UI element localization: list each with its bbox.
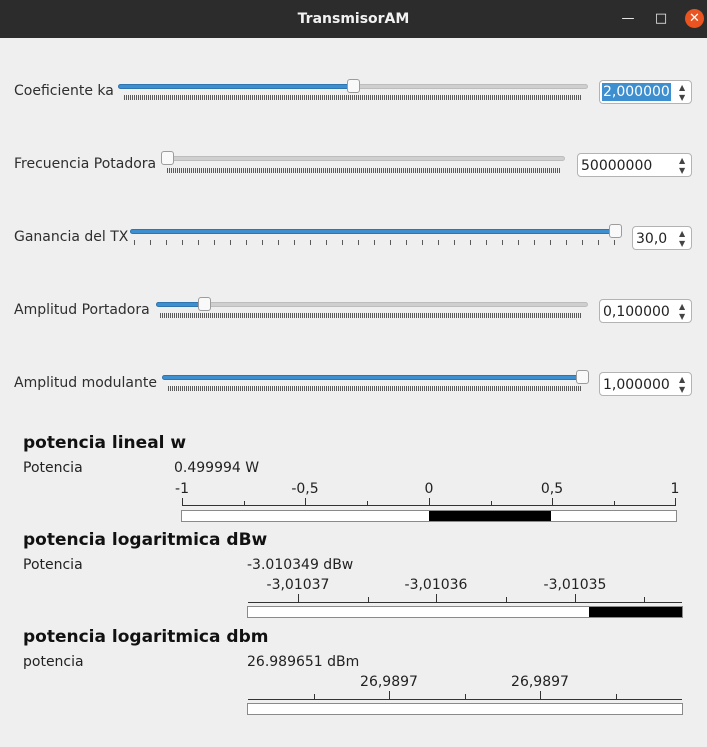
tick-label: -3,01036 xyxy=(404,577,468,593)
gauge-bar-fill xyxy=(429,511,551,521)
slider-handle[interactable] xyxy=(347,79,360,93)
frecuencia-value[interactable]: 50000000 xyxy=(581,158,653,174)
amplitud-modulante-value[interactable]: 1,000000 xyxy=(603,377,670,393)
close-icon[interactable]: ✕ xyxy=(685,9,704,28)
amplitud-modulante-slider-ticks xyxy=(168,386,581,391)
slider-handle[interactable] xyxy=(161,151,174,165)
frecuencia-spinbox[interactable]: 50000000 ▲ ▼ xyxy=(577,153,692,177)
tick-label: -1 xyxy=(175,481,189,497)
gauge-heading: potencia lineal w xyxy=(23,433,187,453)
minimize-icon[interactable]: — xyxy=(621,11,635,26)
tick-label: 0 xyxy=(424,481,434,497)
ganancia-slider[interactable] xyxy=(130,224,622,242)
ganancia-value[interactable]: 30,0 xyxy=(636,231,668,247)
tick-label: -0,5 xyxy=(291,481,319,497)
ka-slider-ticks xyxy=(124,95,581,100)
gauge-scale: 26,9897 26,9897 xyxy=(248,674,682,700)
gauge-label: Potencia xyxy=(23,460,83,476)
amplitud-portadora-label: Amplitud Portadora xyxy=(14,302,150,318)
ganancia-slider-ticks xyxy=(134,240,615,245)
ka-value[interactable]: 2,000000 xyxy=(602,83,671,101)
gauge-reading: 26.989651 dBm xyxy=(247,654,360,670)
spin-arrows-icon[interactable]: ▲ ▼ xyxy=(679,229,686,248)
title-bar: TransmisorAM — □ ✕ xyxy=(0,0,707,38)
spin-arrows-icon[interactable]: ▲ ▼ xyxy=(679,156,686,175)
tick-label: 1 xyxy=(670,481,680,497)
amplitud-portadora-slider[interactable] xyxy=(156,297,588,315)
gauge-bar xyxy=(247,606,683,618)
tick-label: 26,9897 xyxy=(511,674,569,690)
amplitud-portadora-slider-ticks xyxy=(160,313,581,318)
amplitud-modulante-spinbox[interactable]: 1,000000 ▲ ▼ xyxy=(599,372,692,396)
slider-handle[interactable] xyxy=(609,224,622,238)
ganancia-spinbox[interactable]: 30,0 ▲ ▼ xyxy=(632,226,692,250)
ka-label: Coeficiente ka xyxy=(14,83,114,99)
gauge-label: Potencia xyxy=(23,557,83,573)
tick-label: -3,01037 xyxy=(266,577,330,593)
spin-arrows-icon[interactable]: ▲ ▼ xyxy=(679,83,686,102)
gauge-heading: potencia logaritmica dbm xyxy=(23,627,269,647)
gauge-scale: -3,01037 -3,01036 -3,01035 xyxy=(248,577,682,603)
tick-label: 26,9897 xyxy=(360,674,418,690)
amplitud-modulante-label: Amplitud modulante xyxy=(14,375,157,391)
gauge-heading: potencia logaritmica dBw xyxy=(23,530,268,550)
gauge-label: potencia xyxy=(23,654,84,670)
maximize-icon[interactable]: □ xyxy=(654,11,668,26)
gauge-bar xyxy=(247,703,683,715)
tick-label: -3,01035 xyxy=(543,577,607,593)
window-title: TransmisorAM xyxy=(297,11,410,27)
amplitud-portadora-value[interactable]: 0,100000 xyxy=(603,304,670,320)
gauge-scale: -1 -0,5 0 0,5 1 xyxy=(175,481,679,507)
gauge-bar-fill xyxy=(589,607,682,617)
ka-slider[interactable] xyxy=(118,79,588,97)
slider-handle[interactable] xyxy=(576,370,589,384)
ka-spinbox[interactable]: 2,000000 ▲ ▼ xyxy=(599,80,692,104)
frecuencia-label: Frecuencia Potadora xyxy=(14,156,157,172)
frecuencia-slider-ticks xyxy=(167,168,560,173)
amplitud-modulante-slider[interactable] xyxy=(162,370,589,388)
gauge-reading: -3.010349 dBw xyxy=(247,557,354,573)
slider-handle[interactable] xyxy=(198,297,211,311)
gauge-bar xyxy=(181,510,677,522)
spin-arrows-icon[interactable]: ▲ ▼ xyxy=(679,375,686,394)
frecuencia-slider[interactable] xyxy=(161,151,565,169)
spin-arrows-icon[interactable]: ▲ ▼ xyxy=(679,302,686,321)
gauge-reading: 0.499994 W xyxy=(174,460,260,476)
amplitud-portadora-spinbox[interactable]: 0,100000 ▲ ▼ xyxy=(599,299,692,323)
ganancia-label: Ganancia del TX xyxy=(14,229,129,245)
tick-label: 0,5 xyxy=(540,481,564,497)
